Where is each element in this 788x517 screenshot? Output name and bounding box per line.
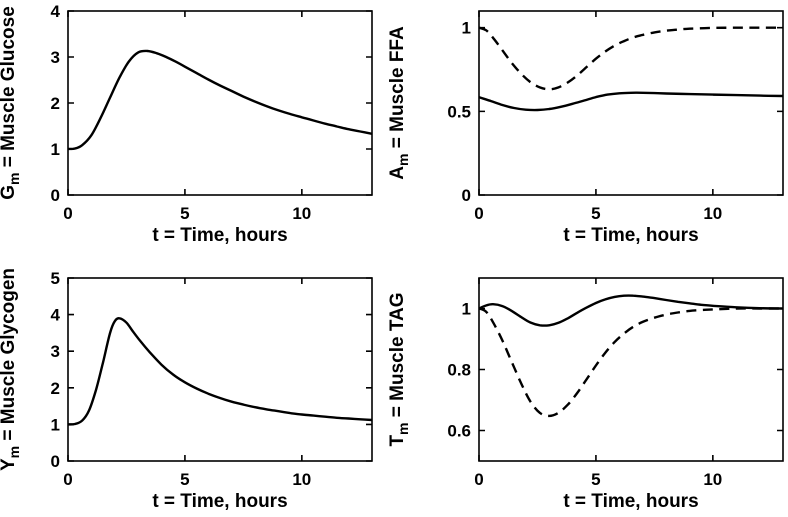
x-tick-label: 0 bbox=[63, 470, 72, 489]
plot-box bbox=[478, 10, 784, 196]
y-tick-label: 0 bbox=[462, 186, 471, 205]
y-tick-label: 4 bbox=[51, 306, 61, 325]
muscle-ffa-curve-dashed bbox=[478, 26, 783, 91]
y-axis-label: Tm = Muscle TAG bbox=[387, 292, 411, 446]
y-tick-label: 2 bbox=[51, 94, 60, 113]
muscle-glycogen-curve-solid bbox=[67, 317, 373, 426]
x-axis-label: t = Time, hours bbox=[563, 225, 698, 246]
y-tick-label: 1 bbox=[51, 140, 60, 159]
muscle-ffa-curve-solid bbox=[478, 91, 784, 112]
x-axis-label: t = Time, hours bbox=[563, 491, 698, 512]
plot-box bbox=[67, 10, 373, 196]
subplot-muscle-glucose: 0 5 10 0 1 2 3 4 t = Time, hours Gm = Muscle Gluc… bbox=[0, 2, 373, 246]
x-tick-label: 10 bbox=[292, 204, 311, 223]
x-tick-label: 10 bbox=[703, 204, 722, 223]
subplot-muscle-glycogen: 0 5 10 0 1 2 3 4 5 t = Time, hours Ym = Muscle Gly… bbox=[0, 268, 373, 512]
x-axis-label: t = Time, hours bbox=[152, 225, 287, 246]
y-axis-label: Am = Muscle FFA bbox=[387, 26, 411, 180]
subplot-muscle-tag: 0 5 10 0.6 0.8 1 t = Time, hours Tm = Muscle TA… bbox=[387, 277, 784, 512]
x-axis-label: t = Time, hours bbox=[152, 491, 287, 512]
x-tick-label: 0 bbox=[474, 204, 483, 223]
muscle-tag-curve-dashed bbox=[478, 307, 783, 418]
y-tick-label: 1 bbox=[462, 300, 471, 319]
plot-box bbox=[67, 277, 373, 462]
y-tick-label: 5 bbox=[51, 269, 60, 288]
y-tick-label: 1 bbox=[51, 415, 60, 434]
y-tick-label: 2 bbox=[51, 379, 60, 398]
x-tick-label: 0 bbox=[474, 470, 483, 489]
x-tick-label: 10 bbox=[703, 470, 722, 489]
y-tick-label: 0.6 bbox=[447, 422, 471, 441]
x-tick-label: 0 bbox=[63, 204, 72, 223]
y-tick-label: 3 bbox=[51, 48, 60, 67]
tick-marks bbox=[67, 277, 372, 462]
tick-marks bbox=[478, 11, 783, 196]
tick-marks bbox=[67, 10, 372, 196]
muscle-glucose-curve-solid bbox=[67, 49, 373, 151]
x-tick-label: 5 bbox=[591, 470, 600, 489]
muscle-tag-curve-solid bbox=[478, 294, 784, 327]
y-axis-label: Ym = Muscle Glycogen bbox=[0, 268, 22, 471]
x-tick-label: 5 bbox=[180, 470, 189, 489]
y-axis-label: Gm = Muscle Glucose bbox=[0, 6, 22, 200]
tick-marks bbox=[478, 278, 783, 461]
plot-box bbox=[478, 277, 784, 462]
y-tick-label: 0 bbox=[51, 186, 60, 205]
subplot-muscle-ffa: 0 5 10 0 0.5 1 t = Time, hours Am = Muscle FFA bbox=[387, 10, 784, 246]
y-tick-label: 0 bbox=[51, 452, 60, 471]
x-tick-label: 5 bbox=[180, 204, 189, 223]
x-tick-label: 5 bbox=[591, 204, 600, 223]
y-tick-label: 0.8 bbox=[447, 361, 471, 380]
y-tick-label: 3 bbox=[51, 342, 60, 361]
y-tick-label: 4 bbox=[51, 2, 61, 21]
y-tick-label: 1 bbox=[462, 19, 471, 38]
x-tick-label: 10 bbox=[292, 470, 311, 489]
y-tick-label: 0.5 bbox=[447, 102, 471, 121]
